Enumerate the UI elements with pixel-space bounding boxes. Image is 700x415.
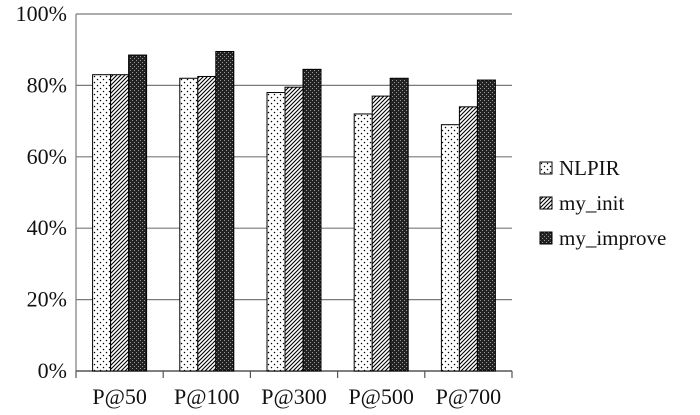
y-tick-label: 80%: [27, 72, 67, 97]
bar-nlpir-1: [92, 74, 112, 372]
bar-my-improve-5: [476, 79, 496, 372]
bar-my-init-4: [371, 95, 391, 372]
bar-my-improve-2: [215, 50, 235, 372]
y-tick-label: 40%: [27, 215, 67, 240]
bar-nlpir-3: [266, 92, 286, 372]
x-tick-label: P@300: [261, 384, 327, 409]
x-tick-label: P@100: [174, 384, 240, 409]
bar-nlpir-5: [440, 124, 460, 372]
legend-label: NLPIR: [559, 156, 620, 180]
legend: NLPIR my_init my_improve: [539, 156, 666, 250]
y-tick-label: 20%: [27, 287, 67, 312]
bar-nlpir-4: [353, 113, 373, 372]
legend-swatch: [539, 161, 553, 175]
bar-my-init-2: [197, 75, 217, 372]
legend-swatch: [539, 231, 553, 245]
legend-label: my_init: [559, 191, 625, 215]
legend-label: my_improve: [559, 226, 666, 250]
x-tick-label: P@500: [348, 384, 414, 409]
bar-my-improve-1: [128, 54, 148, 372]
bar-my-init-5: [458, 106, 478, 372]
y-tick-label: 100%: [16, 1, 67, 26]
legend-swatch: [539, 196, 553, 210]
bar-my-improve-3: [302, 68, 322, 372]
bars-layer: [92, 50, 496, 372]
bar-my-init-3: [284, 86, 304, 372]
y-tick-label: 0%: [38, 358, 67, 383]
bar-nlpir-2: [179, 77, 199, 372]
x-tick-label: P@50: [92, 384, 147, 409]
bar-my-improve-4: [389, 77, 409, 372]
labels-layer: 0% 20% 40% 60% 80% 100% P@50 P@100 P@300 P@500 P@7…: [16, 1, 501, 409]
x-tick-label: P@700: [436, 384, 502, 409]
bar-my-init-1: [110, 74, 130, 372]
y-tick-label: 60%: [27, 144, 67, 169]
